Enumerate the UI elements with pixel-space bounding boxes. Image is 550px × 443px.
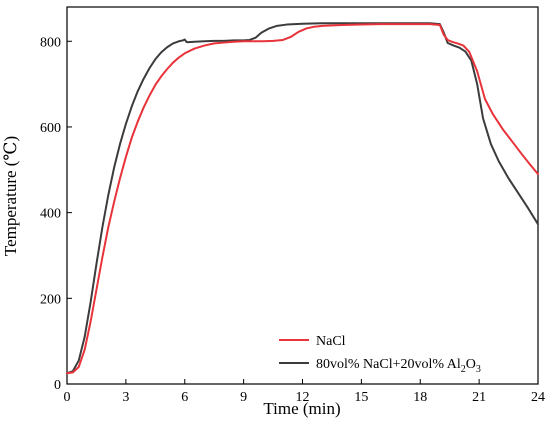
legend-text-part: NaCl: [316, 334, 346, 349]
x-tick-label: 12: [296, 390, 310, 405]
legend-text-part: 80vol% NaCl+20vol% Al: [316, 357, 461, 372]
y-tick-label: 400: [40, 207, 61, 222]
legend-subscript: 2: [461, 364, 466, 375]
x-axis: 0 3 6 9 12 15 18 21 24: [64, 379, 545, 405]
y-tick-label: 0: [54, 378, 61, 393]
x-tick-label: 21: [472, 390, 486, 405]
y-tick-label: 200: [40, 292, 61, 307]
legend-label: 80vol% NaCl+20vol% Al2O3: [316, 357, 481, 375]
y-axis: 0 200 400 600 800: [40, 35, 72, 393]
legend-subscript: 3: [476, 364, 481, 375]
x-tick-label: 3: [122, 390, 129, 405]
x-tick-label: 0: [64, 390, 71, 405]
x-tick-label: 6: [181, 390, 188, 405]
series-layer: [66, 22, 539, 375]
legend-text-part: O: [466, 357, 476, 372]
y-tick-label: 600: [40, 121, 61, 136]
legend-label: NaCl: [316, 334, 346, 349]
plot-frame: [66, 6, 539, 385]
series-line-nacl: [66, 23, 539, 375]
y-tick-label: 800: [40, 35, 61, 50]
x-tick-label: 18: [413, 390, 427, 405]
x-axis-title: Time (min): [263, 399, 340, 418]
legend: NaCl 80vol% NaCl+20vol% Al2O3: [279, 334, 481, 375]
x-tick-label: 24: [531, 390, 545, 405]
x-tick-label: 15: [354, 390, 368, 405]
plot-area-border: [66, 6, 539, 385]
y-axis-title: Temperature (℃): [1, 136, 20, 256]
x-tick-label: 9: [240, 390, 247, 405]
series-line-nacl-al2o3: [66, 22, 539, 375]
